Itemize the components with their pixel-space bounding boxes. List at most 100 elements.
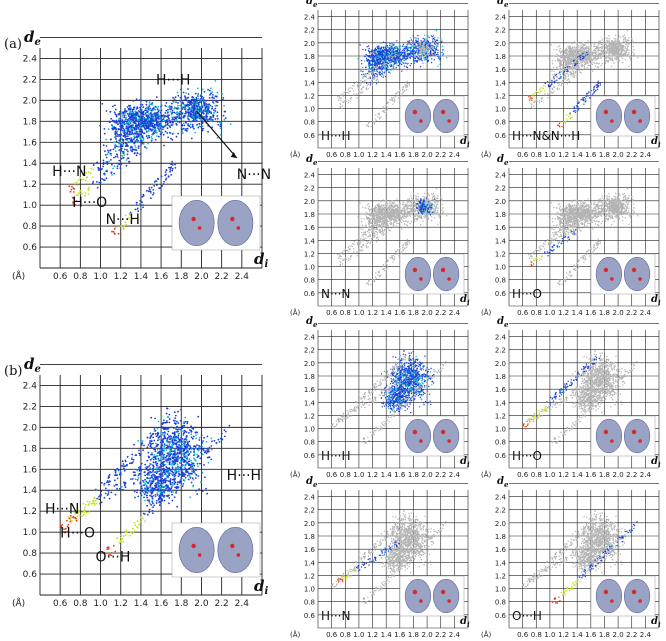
data-point [118, 142, 120, 145]
data-point [131, 111, 134, 114]
data-point [142, 206, 144, 209]
axis-label-di-sub: i [658, 140, 661, 149]
background-point [353, 93, 355, 95]
data-point [169, 170, 172, 173]
data-point [148, 124, 151, 127]
data-point [141, 111, 143, 114]
data-point [380, 42, 382, 45]
background-point [605, 55, 607, 57]
data-point [373, 54, 375, 56]
data-point [105, 170, 108, 173]
data-point [206, 104, 209, 107]
data-point [153, 106, 156, 108]
data-point [381, 64, 383, 67]
data-point [390, 69, 392, 71]
data-point [377, 55, 379, 57]
data-point [175, 117, 177, 120]
data-point [380, 68, 382, 70]
data-point [196, 87, 199, 90]
background-point [580, 49, 583, 51]
background-point [628, 49, 630, 51]
background-point [587, 40, 589, 42]
data-point [134, 140, 137, 142]
background-point [569, 63, 572, 65]
data-point [188, 104, 191, 107]
data-point [162, 114, 165, 116]
data-point [441, 40, 443, 42]
data-point [380, 63, 382, 65]
data-point [381, 67, 384, 70]
molecule-surface [404, 98, 432, 134]
data-point [118, 163, 121, 166]
data-point [101, 168, 103, 170]
background-point [574, 72, 577, 74]
background-point [389, 98, 391, 101]
data-point [413, 50, 415, 52]
background-point [342, 95, 344, 97]
data-point [437, 65, 439, 68]
region-label: H···O [72, 195, 107, 211]
background-point [571, 42, 573, 45]
axis-label-di: di [651, 136, 661, 149]
data-point [381, 53, 383, 55]
contact-spot [419, 119, 423, 123]
data-point [420, 57, 422, 59]
tick-label-x: 1.2 [367, 151, 378, 159]
background-point [344, 90, 346, 93]
background-point [556, 53, 558, 56]
data-point [145, 115, 148, 117]
data-point [398, 53, 401, 56]
data-point [111, 174, 113, 176]
data-point [116, 167, 119, 170]
data-point [167, 175, 170, 178]
data-point [546, 81, 549, 83]
data-point [169, 110, 172, 113]
region-label: N···N [237, 167, 271, 183]
data-point [207, 106, 210, 109]
background-point [378, 112, 380, 114]
data-point [73, 182, 76, 185]
background-point [615, 44, 617, 47]
background-point [575, 42, 577, 44]
background-point [573, 76, 575, 79]
data-point [135, 124, 138, 127]
background-point [373, 78, 376, 80]
data-point [122, 113, 125, 115]
data-point [424, 44, 426, 47]
data-point [207, 130, 210, 133]
background-point [555, 49, 558, 51]
background-point [624, 55, 626, 57]
background-point [584, 57, 586, 60]
data-point [107, 149, 109, 152]
data-point [126, 125, 128, 127]
data-point [382, 54, 384, 56]
data-point [171, 120, 174, 123]
background-point [425, 50, 427, 53]
background-point [604, 50, 606, 52]
background-point [624, 59, 626, 61]
background-point [405, 84, 407, 86]
background-point [553, 70, 555, 73]
background-point [615, 39, 617, 41]
background-point [337, 99, 340, 101]
data-point [171, 109, 174, 112]
background-point [604, 62, 607, 65]
data-point [405, 62, 407, 64]
data-point [393, 63, 396, 65]
data-point [110, 159, 112, 161]
background-point [597, 46, 599, 48]
data-point [373, 52, 375, 55]
background-point [553, 66, 555, 69]
background-point [391, 52, 393, 55]
background-point [575, 46, 578, 48]
background-point [620, 42, 622, 44]
background-point [571, 51, 574, 53]
data-point [171, 160, 174, 163]
data-point [121, 151, 124, 154]
background-point [383, 109, 385, 112]
background-point [382, 106, 384, 108]
data-point [216, 111, 219, 114]
molecule-surface [178, 200, 215, 246]
background-point [628, 52, 630, 54]
background-point [580, 72, 582, 74]
